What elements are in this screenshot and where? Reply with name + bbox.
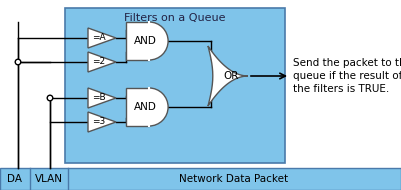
Text: AND: AND bbox=[134, 36, 157, 46]
Circle shape bbox=[15, 59, 21, 65]
Bar bbox=[126, 88, 149, 126]
Text: AND: AND bbox=[134, 102, 157, 112]
Text: =A: =A bbox=[92, 33, 105, 43]
Wedge shape bbox=[149, 88, 168, 126]
Circle shape bbox=[47, 95, 53, 101]
Text: =B: =B bbox=[92, 93, 105, 102]
Text: VLAN: VLAN bbox=[35, 174, 63, 184]
Polygon shape bbox=[88, 112, 116, 132]
Polygon shape bbox=[88, 88, 116, 108]
Text: Send the packet to the
queue if the result of
the filters is TRUE.: Send the packet to the queue if the resu… bbox=[293, 58, 401, 94]
Text: DA: DA bbox=[8, 174, 22, 184]
Text: Filters on a Queue: Filters on a Queue bbox=[124, 13, 226, 23]
Polygon shape bbox=[88, 52, 116, 72]
Wedge shape bbox=[149, 22, 168, 60]
Bar bbox=[126, 22, 149, 60]
Text: =2: =2 bbox=[92, 58, 105, 66]
Text: =3: =3 bbox=[92, 117, 105, 127]
Text: OR: OR bbox=[223, 71, 239, 81]
Bar bbox=[0, 168, 401, 190]
Text: Network Data Packet: Network Data Packet bbox=[179, 174, 289, 184]
Polygon shape bbox=[88, 28, 116, 48]
Bar bbox=[65, 8, 285, 163]
Polygon shape bbox=[208, 46, 248, 106]
